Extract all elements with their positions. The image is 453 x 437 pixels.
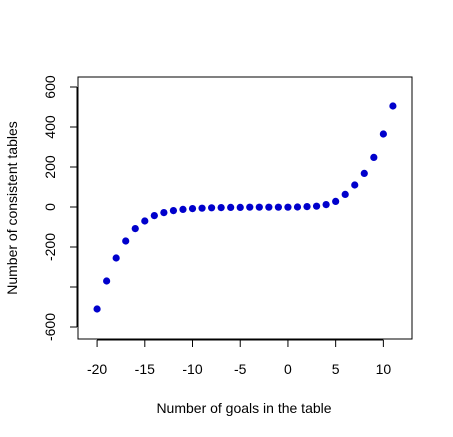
data-point xyxy=(379,130,387,138)
y-tick-label: -600 xyxy=(42,313,58,341)
data-point xyxy=(332,197,340,205)
data-point xyxy=(208,204,216,212)
data-point xyxy=(188,205,197,213)
x-axis-label: Number of goals in the table xyxy=(156,400,331,416)
y-tick-label: 600 xyxy=(42,75,58,99)
data-point xyxy=(141,217,149,225)
y-tick-label: 0 xyxy=(42,203,58,211)
data-point xyxy=(179,205,187,213)
data-point xyxy=(246,203,254,211)
data-point xyxy=(198,204,206,212)
x-tick-label: 5 xyxy=(332,361,340,377)
x-tick-label: -15 xyxy=(135,361,155,377)
data-point xyxy=(274,203,282,211)
data-point xyxy=(293,203,302,211)
data-point xyxy=(112,254,120,262)
x-tick-label: -10 xyxy=(182,361,202,377)
data-point xyxy=(227,203,235,211)
data-point xyxy=(389,102,397,110)
data-point xyxy=(255,203,263,211)
data-point xyxy=(360,169,368,177)
data-point xyxy=(236,203,244,211)
data-points xyxy=(93,102,397,313)
y-tick-label: 400 xyxy=(42,115,58,139)
x-tick-label: -20 xyxy=(87,361,107,377)
data-point xyxy=(103,277,111,285)
data-point xyxy=(122,237,130,245)
data-point xyxy=(169,207,178,215)
data-point xyxy=(131,225,139,233)
data-point xyxy=(322,201,330,209)
data-point xyxy=(217,204,225,212)
y-axis-label: Number of consistent tables xyxy=(4,121,20,295)
data-point xyxy=(341,190,349,198)
data-point xyxy=(312,202,321,210)
data-point xyxy=(370,153,378,161)
x-tick-label: -5 xyxy=(234,361,247,377)
data-point xyxy=(150,212,158,220)
y-tick-label: 200 xyxy=(42,155,58,179)
y-axis: -600 -200 0 200 400 600 xyxy=(42,75,78,341)
data-point xyxy=(284,203,292,211)
data-point xyxy=(93,305,101,313)
data-point xyxy=(265,203,273,211)
x-tick-label: 0 xyxy=(284,361,292,377)
plot-frame xyxy=(77,76,413,340)
data-point xyxy=(160,209,168,217)
y-tick-label: -200 xyxy=(42,233,58,261)
x-axis: -20 -15 -10 -5 0 5 10 xyxy=(87,339,392,377)
x-tick-label: 10 xyxy=(376,361,392,377)
data-point xyxy=(351,181,359,189)
data-point xyxy=(303,203,311,211)
